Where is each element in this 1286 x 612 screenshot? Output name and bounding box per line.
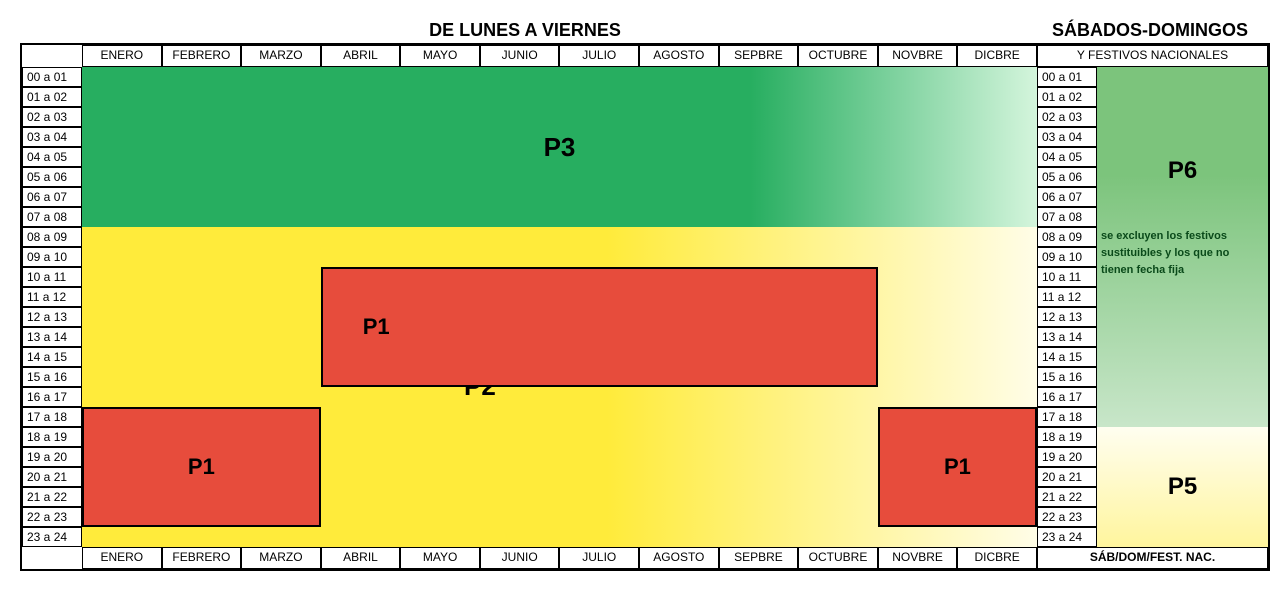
hour-cell: 21 a 22 (22, 487, 82, 507)
hour-cell: 05 a 06 (22, 167, 82, 187)
hour-cell: 12 a 13 (22, 307, 82, 327)
weekend-body: P6 se excluyen los festivos sustituibles … (1097, 67, 1268, 547)
hour-cell: 13 a 14 (22, 327, 82, 347)
hour-cell: 09 a 10 (1037, 247, 1097, 267)
zone-p1-label: P1 (944, 454, 971, 480)
exclusion-note: se excluyen los festivos sustituibles y … (1097, 227, 1266, 280)
hour-cell: 09 a 10 (22, 247, 82, 267)
hour-cell: 18 a 19 (22, 427, 82, 447)
hour-cell: 04 a 05 (1037, 147, 1097, 167)
hour-cell: 18 a 19 (1037, 427, 1097, 447)
hour-cell: 00 a 01 (1037, 67, 1097, 87)
hour-cell: 10 a 11 (1037, 267, 1097, 287)
month-cell: MAYO (400, 547, 480, 569)
hour-cell: 17 a 18 (1037, 407, 1097, 427)
zone-p1-label: P1 (363, 314, 390, 340)
month-cell: JUNIO (480, 45, 560, 67)
month-cell: FEBRERO (162, 45, 242, 67)
month-row-top: ENEROFEBREROMARZOABRILMAYOJUNIOJULIOAGOS… (82, 45, 1037, 67)
month-cell: DICBRE (957, 547, 1037, 569)
hour-cell: 20 a 21 (1037, 467, 1097, 487)
hour-cell: 16 a 17 (1037, 387, 1097, 407)
hour-cell: 00 a 01 (22, 67, 82, 87)
month-cell: MARZO (241, 547, 321, 569)
month-cell: FEBRERO (162, 547, 242, 569)
month-cell: NOVBRE (878, 45, 958, 67)
hour-cell: 01 a 02 (1037, 87, 1097, 107)
month-row-bottom: ENEROFEBREROMARZOABRILMAYOJUNIOJULIOAGOS… (82, 547, 1037, 569)
zone-p6-label: P6 (1097, 157, 1268, 185)
hour-cell: 05 a 06 (1037, 167, 1097, 187)
month-cell: MARZO (241, 45, 321, 67)
hour-cell: 21 a 22 (1037, 487, 1097, 507)
hour-cell: 19 a 20 (1037, 447, 1097, 467)
right-time-column: 00 a 0101 a 0202 a 0303 a 0404 a 0505 a … (1037, 67, 1097, 547)
hour-cell: 17 a 18 (22, 407, 82, 427)
zone-p1-mid: P1 (321, 267, 878, 387)
title-weekends: SÁBADOS-DOMINGOS (1030, 20, 1270, 41)
month-cell: ENERO (82, 547, 162, 569)
month-cell: NOVBRE (878, 547, 958, 569)
weekend-footer: SÁB/DOM/FEST. NAC. (1037, 547, 1268, 569)
month-cell: SEPBRE (719, 45, 799, 67)
month-cell: ABRIL (321, 547, 401, 569)
zone-p3: P3 (82, 67, 1037, 227)
hour-cell: 02 a 03 (1037, 107, 1097, 127)
hour-cell: 08 a 09 (1037, 227, 1097, 247)
month-cell: JULIO (559, 45, 639, 67)
zone-p1-label: P1 (188, 454, 215, 480)
month-cell: SEPBRE (719, 547, 799, 569)
month-cell: ENERO (82, 45, 162, 67)
hour-cell: 15 a 16 (22, 367, 82, 387)
month-cell: JULIO (559, 547, 639, 569)
hour-cell: 06 a 07 (22, 187, 82, 207)
month-cell: DICBRE (957, 45, 1037, 67)
month-cell: OCTUBRE (798, 547, 878, 569)
hour-cell: 11 a 12 (1037, 287, 1097, 307)
month-cell: JUNIO (480, 547, 560, 569)
hour-cell: 16 a 17 (22, 387, 82, 407)
weekday-body: P2P3P1P1P1 (82, 67, 1037, 547)
hour-cell: 06 a 07 (1037, 187, 1097, 207)
month-cell: ABRIL (321, 45, 401, 67)
month-cell: OCTUBRE (798, 45, 878, 67)
month-cell: MAYO (400, 45, 480, 67)
hour-cell: 02 a 03 (22, 107, 82, 127)
zone-p1-right: P1 (878, 407, 1037, 527)
left-time-column: 00 a 0101 a 0202 a 0303 a 0404 a 0505 a … (22, 45, 82, 569)
weekend-pane: Y FESTIVOS NACIONALES 00 a 0101 a 0202 a… (1037, 45, 1268, 569)
hour-cell: 12 a 13 (1037, 307, 1097, 327)
zone-p5: P5 (1097, 427, 1268, 547)
hour-cell: 04 a 05 (22, 147, 82, 167)
hour-cell: 03 a 04 (1037, 127, 1097, 147)
month-cell: AGOSTO (639, 45, 719, 67)
hour-cell: 01 a 02 (22, 87, 82, 107)
title-weekdays: DE LUNES A VIERNES (20, 20, 1030, 41)
hour-cell: 07 a 08 (1037, 207, 1097, 227)
hour-cell: 03 a 04 (22, 127, 82, 147)
hour-cell: 14 a 15 (22, 347, 82, 367)
hour-cell: 10 a 11 (22, 267, 82, 287)
hour-cell: 20 a 21 (22, 467, 82, 487)
hour-cell: 07 a 08 (22, 207, 82, 227)
schedule-frame: 00 a 0101 a 0202 a 0303 a 0404 a 0505 a … (20, 43, 1270, 571)
zone-p1-left: P1 (82, 407, 321, 527)
hour-cell: 22 a 23 (22, 507, 82, 527)
hour-cell: 14 a 15 (1037, 347, 1097, 367)
weekend-header: Y FESTIVOS NACIONALES (1037, 45, 1268, 67)
hour-cell: 23 a 24 (22, 527, 82, 547)
hour-cell: 19 a 20 (22, 447, 82, 467)
hour-cell: 23 a 24 (1037, 527, 1097, 547)
hour-cell: 08 a 09 (22, 227, 82, 247)
weekday-grid: ENEROFEBREROMARZOABRILMAYOJUNIOJULIOAGOS… (82, 45, 1037, 569)
hour-cell: 22 a 23 (1037, 507, 1097, 527)
hour-cell: 11 a 12 (22, 287, 82, 307)
month-cell: AGOSTO (639, 547, 719, 569)
zone-p6: P6 se excluyen los festivos sustituibles … (1097, 67, 1268, 427)
hour-cell: 15 a 16 (1037, 367, 1097, 387)
hour-cell: 13 a 14 (1037, 327, 1097, 347)
